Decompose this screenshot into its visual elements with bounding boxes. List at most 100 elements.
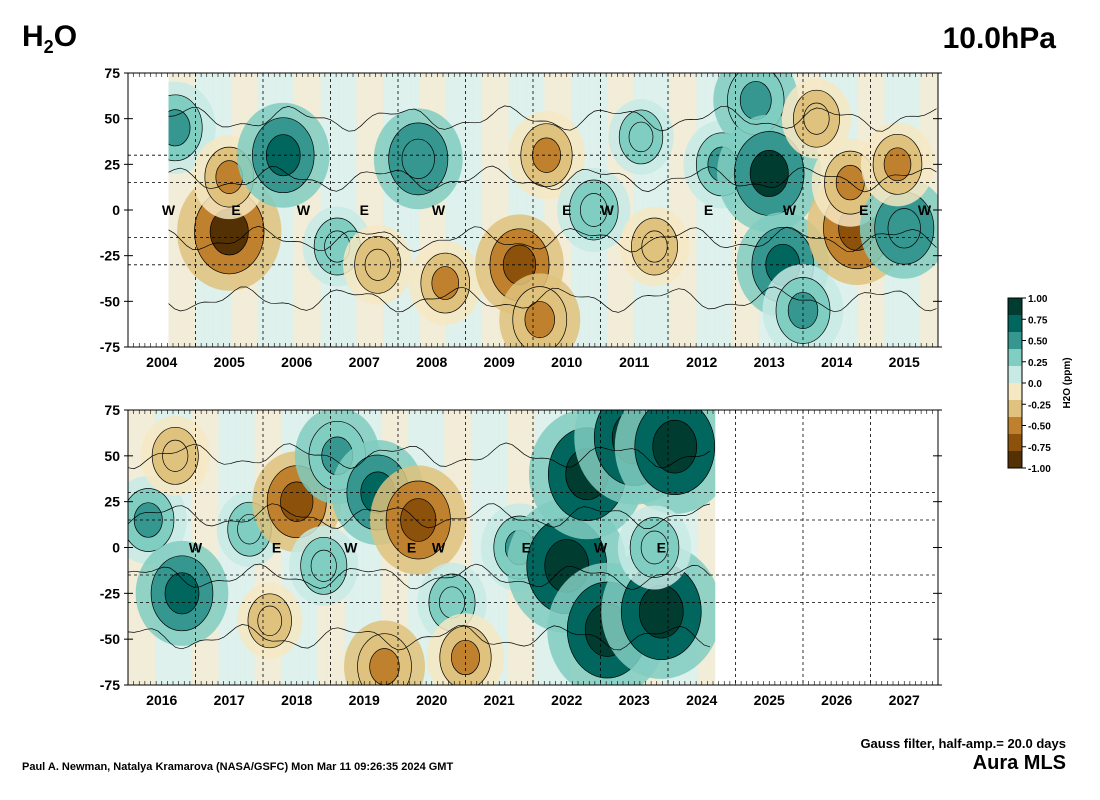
heatmap-band	[463, 73, 474, 347]
heatmap-band	[454, 73, 465, 347]
heatmap-band	[383, 73, 393, 347]
heatmap-band	[535, 73, 545, 347]
heatmap-band	[410, 73, 420, 347]
heatmap-panel-bottom: 75 50 25 0 -25 -50 -75 2016 2017 2018 2019 2020 2021…	[100, 402, 942, 708]
y-tick-label: 50	[104, 448, 120, 464]
heatmap-band	[499, 73, 510, 347]
heatmap-band	[669, 73, 680, 347]
heatmap-band	[293, 73, 304, 347]
anomaly-blob-peak	[401, 138, 435, 180]
qbo-marker-westerly: W	[783, 202, 797, 218]
anomaly-blob-peak	[640, 530, 669, 565]
heatmap-band	[356, 73, 366, 347]
credit-line: Paul A. Newman, Natalya Kramarova (NASA/…	[22, 761, 454, 773]
heatmap-band	[419, 73, 429, 347]
colorbar-tick-label: -1.00	[1028, 464, 1051, 475]
qbo-marker-easterly: E	[859, 202, 868, 218]
colorbar-tick-label: 0.25	[1028, 358, 1048, 369]
heatmap-band	[401, 73, 411, 347]
heatmap-band	[311, 73, 322, 347]
x-year-label: 2019	[349, 692, 380, 708]
x-year-label: 2009	[484, 354, 515, 370]
x-year-label: 2005	[214, 354, 245, 370]
y-tick-label: -25	[100, 585, 120, 601]
colorbar: 1.00 0.75 0.50 0.25 0.0 -0.25 -0.50 -0.75 -1.00 H…	[1007, 294, 1073, 475]
qbo-marker-easterly: E	[231, 202, 240, 218]
contour-line	[168, 105, 937, 132]
heatmap-band	[705, 73, 715, 347]
contour-line	[128, 624, 711, 651]
heatmap-band	[209, 410, 219, 685]
heatmap-band	[362, 410, 373, 685]
y-tick-label: -75	[100, 677, 120, 693]
heatmap-band	[471, 410, 481, 685]
anomaly-blob-peak	[749, 150, 789, 197]
variable-title-main: H	[22, 20, 44, 53]
qbo-marker-easterly: E	[407, 540, 416, 556]
anomaly-blob-peak	[257, 605, 283, 637]
qbo-marker-easterly: E	[522, 540, 531, 556]
x-year-label: 2018	[281, 692, 312, 708]
heatmap-band	[696, 73, 706, 347]
heatmap-band	[697, 410, 707, 685]
contour-line	[128, 563, 711, 591]
anomaly-blob-peak	[628, 121, 654, 153]
heatmap-panel-top: 75 50 25 0 -25 -50 -75 2004 2005 2006 2007 2008 2009…	[100, 65, 942, 370]
y-tick-label: 25	[104, 156, 120, 172]
qbo-marker-westerly: W	[297, 202, 311, 218]
colorbar-segment	[1008, 400, 1022, 418]
colorbar-segment	[1008, 366, 1022, 384]
variable-title-tail: O	[53, 20, 78, 53]
heatmap-band	[353, 410, 364, 685]
heatmap-band	[275, 73, 286, 347]
x-year-label: 2011	[619, 354, 650, 370]
anomaly-blob-peak	[364, 248, 391, 281]
colorbar-segment	[1008, 332, 1022, 350]
x-year-label: 2010	[551, 354, 582, 370]
x-year-label: 2024	[686, 692, 717, 708]
qbo-marker-westerly: W	[344, 540, 358, 556]
y-tick-label: -25	[100, 248, 120, 264]
variable-title: H2O	[22, 20, 77, 58]
heatmap-band	[678, 73, 688, 347]
heatmap-band	[392, 73, 402, 347]
qbo-marker-westerly: W	[594, 540, 608, 556]
anomaly-blob-peak	[369, 648, 400, 685]
anomaly-blob-peak	[310, 549, 337, 582]
colorbar-tick-label: 0.0	[1028, 379, 1042, 390]
anomaly-blob-peak	[883, 147, 912, 182]
colorbar-tick-label: 0.75	[1028, 315, 1048, 326]
y-tick-label: -50	[100, 631, 120, 647]
anomaly-blob-peak	[887, 208, 921, 249]
y-tick-label: 75	[104, 65, 120, 81]
x-year-label: 2026	[821, 692, 852, 708]
heatmap-band	[508, 73, 518, 347]
qbo-marker-easterly: E	[657, 540, 666, 556]
qbo-marker-westerly: W	[918, 202, 932, 218]
qbo-marker-westerly: W	[162, 202, 176, 218]
heatmap-band	[436, 73, 447, 347]
anomaly-blob-peak	[280, 481, 314, 522]
heatmap-band	[706, 410, 716, 685]
x-year-label: 2016	[146, 692, 177, 708]
colorbar-tick-label: 0.50	[1028, 337, 1048, 348]
qbo-marker-westerly: W	[432, 540, 446, 556]
y-tick-label: -75	[100, 339, 120, 355]
colorbar-tick-label: -0.50	[1028, 422, 1051, 433]
heatmap-band	[544, 73, 554, 347]
heatmap-band	[462, 410, 472, 685]
heatmap-band	[200, 410, 210, 685]
heatmap-field	[128, 410, 716, 685]
qbo-marker-easterly: E	[360, 202, 369, 218]
x-year-label: 2021	[484, 692, 515, 708]
qbo-marker-easterly: E	[704, 202, 713, 218]
x-year-label: 2025	[754, 692, 785, 708]
x-year-label: 2006	[281, 354, 312, 370]
heatmap-band	[517, 73, 527, 347]
colorbar-segment	[1008, 434, 1022, 452]
heatmap-band	[714, 73, 724, 347]
x-year-label: 2020	[416, 692, 447, 708]
heatmap-band	[481, 73, 492, 347]
x-year-label: 2008	[416, 354, 447, 370]
